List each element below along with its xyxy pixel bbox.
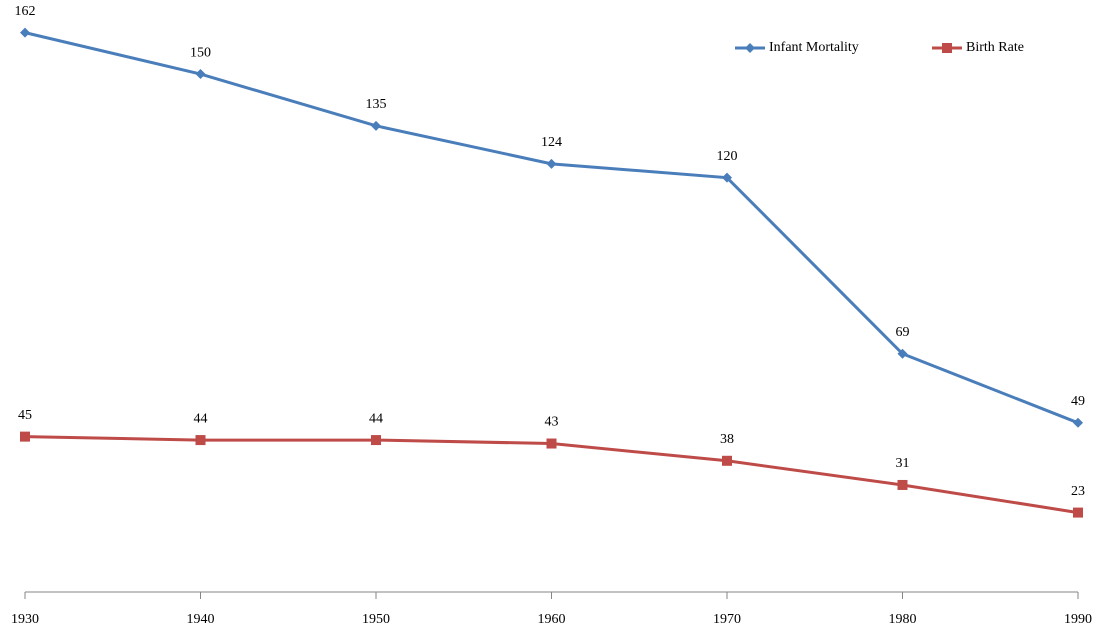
data-label: 150 (190, 45, 211, 60)
marker (942, 43, 952, 53)
marker (20, 431, 30, 442)
series-line (24, 31, 1079, 425)
marker (371, 435, 381, 446)
data-label: 49 (1071, 394, 1085, 409)
legend-label: Infant Mortality (769, 40, 859, 55)
marker (195, 435, 206, 446)
x-tick-label: 1970 (713, 612, 741, 627)
x-tick-label: 1960 (538, 612, 566, 627)
marker (722, 455, 732, 466)
x-tick-label: 1990 (1064, 612, 1092, 627)
x-tick-label: 1930 (11, 612, 39, 627)
data-label: 45 (18, 408, 32, 423)
marker (722, 172, 732, 183)
marker (371, 120, 381, 131)
marker (1073, 417, 1083, 428)
x-tick-label: 1980 (889, 612, 917, 627)
data-label: 120 (717, 149, 738, 164)
data-label: 69 (896, 325, 910, 340)
data-label: 43 (545, 415, 559, 430)
marker (20, 27, 30, 38)
marker (546, 438, 557, 449)
marker (745, 43, 755, 53)
legend-label: Birth Rate (966, 40, 1024, 55)
data-label: 23 (1071, 484, 1085, 499)
x-tick-label: 1950 (362, 612, 390, 627)
data-label: 135 (366, 97, 387, 112)
marker (195, 69, 206, 80)
data-label: 162 (15, 4, 36, 19)
data-label: 38 (720, 432, 734, 447)
data-label: 44 (369, 411, 383, 426)
x-tick-label: 1940 (187, 612, 215, 627)
data-label: 44 (194, 411, 208, 426)
marker (897, 479, 908, 490)
marker (546, 158, 557, 169)
data-label: 124 (541, 135, 562, 150)
marker (897, 348, 908, 359)
marker (1073, 507, 1083, 518)
data-label: 31 (896, 456, 910, 471)
